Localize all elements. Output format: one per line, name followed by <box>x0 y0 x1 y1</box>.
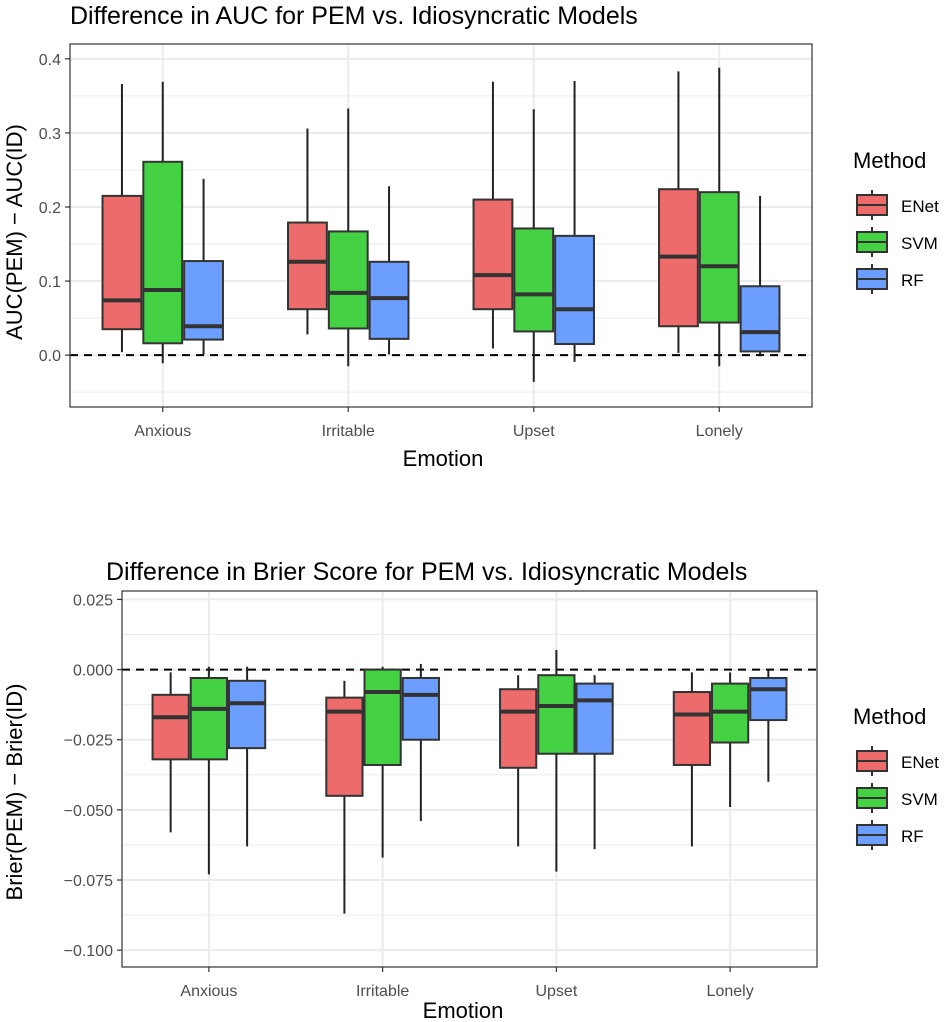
box-body <box>575 682 614 755</box>
auc-box-enet-irritable <box>287 128 328 335</box>
auc-box-rf-upset <box>554 81 595 362</box>
brier-y-tick-label: −0.075 <box>64 873 113 890</box>
auc-x-tick-label: Anxious <box>134 423 191 440</box>
brier-box-svm-anxious <box>189 666 228 875</box>
box-body <box>368 260 410 340</box>
brier-box-rf-upset <box>575 675 614 850</box>
brier-panel-border <box>121 590 818 968</box>
legend-label: ENet <box>901 753 939 772</box>
brier-box-enet-lonely <box>672 672 712 847</box>
box-body <box>325 696 364 797</box>
brier-chart-title: Difference in Brier Score for PEM vs. Id… <box>106 558 747 586</box>
brier-y-tick-label: 0.000 <box>73 663 113 680</box>
auc-legend-item-svm: SVM <box>856 227 938 257</box>
auc-x-tick-label: Irritable <box>322 423 375 440</box>
auc-plot-area: 0.0 0.1 0.2 0.3 0.4 Anxious Irritable Upset Lone… <box>39 43 813 440</box>
auc-y-tick-label: 0.2 <box>39 200 61 217</box>
auc-y-tick-label: 0.4 <box>39 52 61 69</box>
auc-x-tick-label: Upset <box>513 423 555 440</box>
brier-panel-background <box>122 591 817 967</box>
box-body <box>287 221 328 311</box>
auc-box-svm-irritable <box>327 108 369 367</box>
brier-legend-title: Method <box>853 704 926 729</box>
auc-box-rf-anxious <box>183 178 224 355</box>
box-body <box>142 160 184 345</box>
brier-legend-item-svm: SVM <box>856 783 938 813</box>
box-body <box>698 191 740 324</box>
box-body <box>327 230 369 330</box>
brier-legend-item-rf: RF <box>856 820 924 850</box>
brier-x-tick-label: Upset <box>535 983 577 1000</box>
auc-box-svm-anxious <box>142 81 184 364</box>
box-body <box>472 198 514 311</box>
auc-y-axis-label: AUC(PEM) − AUC(ID) <box>2 124 27 340</box>
auc-box-svm-lonely <box>698 67 740 367</box>
brier-plot-area: −0.100 −0.075 −0.050 −0.025 0.000 0.025 Anxiou… <box>64 590 818 1000</box>
brier-x-tick-label: Irritable <box>356 983 409 1000</box>
box-body <box>537 674 576 755</box>
auc-x-tick-label: Lonely <box>696 423 743 440</box>
auc-box-rf-irritable <box>368 186 410 355</box>
brier-box-svm-upset <box>537 649 576 872</box>
auc-legend-item-enet: ENet <box>856 190 939 220</box>
box-body <box>554 234 595 346</box>
brier-legend-item-enet: ENet <box>856 746 939 776</box>
auc-legend-item-rf: RF <box>856 264 924 294</box>
auc-box-rf-lonely <box>739 195 781 355</box>
auc-y-tick-label: 0.0 <box>39 348 61 365</box>
brier-box-rf-irritable <box>401 663 440 822</box>
legend-label: SVM <box>901 234 938 253</box>
brier-box-enet-irritable <box>325 680 364 914</box>
box-body <box>363 668 402 766</box>
box-body <box>401 676 440 741</box>
box-body <box>749 676 788 722</box>
auc-legend: Method ENet SVM RF <box>853 148 939 294</box>
brier-y-tick-label: −0.100 <box>64 943 113 960</box>
brier-x-axis-label: Emotion <box>423 998 504 1022</box>
legend-label: SVM <box>901 790 938 809</box>
brier-box-enet-anxious <box>151 672 190 833</box>
box-body <box>499 688 538 769</box>
box-body <box>672 691 712 766</box>
box-body <box>101 194 143 331</box>
auc-x-axis-label: Emotion <box>403 446 484 471</box>
brier-y-tick-label: −0.050 <box>64 803 113 820</box>
auc-panel-border <box>69 43 813 408</box>
box-body <box>227 679 267 750</box>
auc-box-enet-upset <box>472 81 514 349</box>
legend-label: ENet <box>901 197 939 216</box>
auc-legend-title: Method <box>853 148 926 173</box>
box-body <box>189 676 228 761</box>
auc-box-enet-anxious <box>101 84 143 353</box>
brier-legend: Method ENet SVM RF <box>853 704 939 850</box>
auc-y-tick-label: 0.1 <box>39 274 61 291</box>
auc-box-svm-upset <box>513 109 555 382</box>
auc-chart-title: Difference in AUC for PEM vs. Idiosyncra… <box>70 2 638 30</box>
brier-box-svm-lonely <box>711 672 750 808</box>
brier-box-svm-irritable <box>363 666 402 858</box>
brier-y-axis-label: Brier(PEM) − Brier(ID) <box>2 684 27 901</box>
brier-x-tick-label: Lonely <box>707 983 754 1000</box>
legend-label: RF <box>901 827 924 846</box>
brier-box-rf-lonely <box>749 669 788 782</box>
brier-y-tick-label: 0.025 <box>73 592 113 609</box>
auc-chart: Difference in AUC for PEM vs. Idiosyncra… <box>2 2 939 471</box>
legend-label: RF <box>901 271 924 290</box>
box-body <box>739 285 781 353</box>
brier-x-tick-label: Anxious <box>180 983 237 1000</box>
brier-chart: Difference in Brier Score for PEM vs. Id… <box>2 558 939 1022</box>
box-body <box>513 227 555 333</box>
brier-box-enet-upset <box>499 675 538 847</box>
box-body <box>151 693 190 761</box>
brier-box-rf-anxious <box>227 666 267 847</box>
auc-box-enet-lonely <box>658 71 699 353</box>
auc-y-tick-label: 0.3 <box>39 126 61 143</box>
brier-y-tick-label: −0.025 <box>64 733 113 750</box>
